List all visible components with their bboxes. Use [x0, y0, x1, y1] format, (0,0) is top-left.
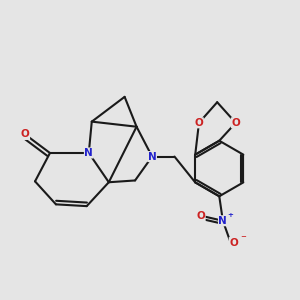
Text: +: +	[227, 212, 233, 218]
Text: −: −	[240, 234, 246, 240]
Text: N: N	[218, 216, 227, 226]
Text: O: O	[196, 211, 205, 221]
Text: O: O	[231, 118, 240, 128]
Text: N: N	[84, 148, 93, 158]
Text: O: O	[195, 118, 203, 128]
Text: O: O	[21, 130, 30, 140]
Text: O: O	[229, 238, 238, 248]
Text: N: N	[148, 152, 157, 162]
